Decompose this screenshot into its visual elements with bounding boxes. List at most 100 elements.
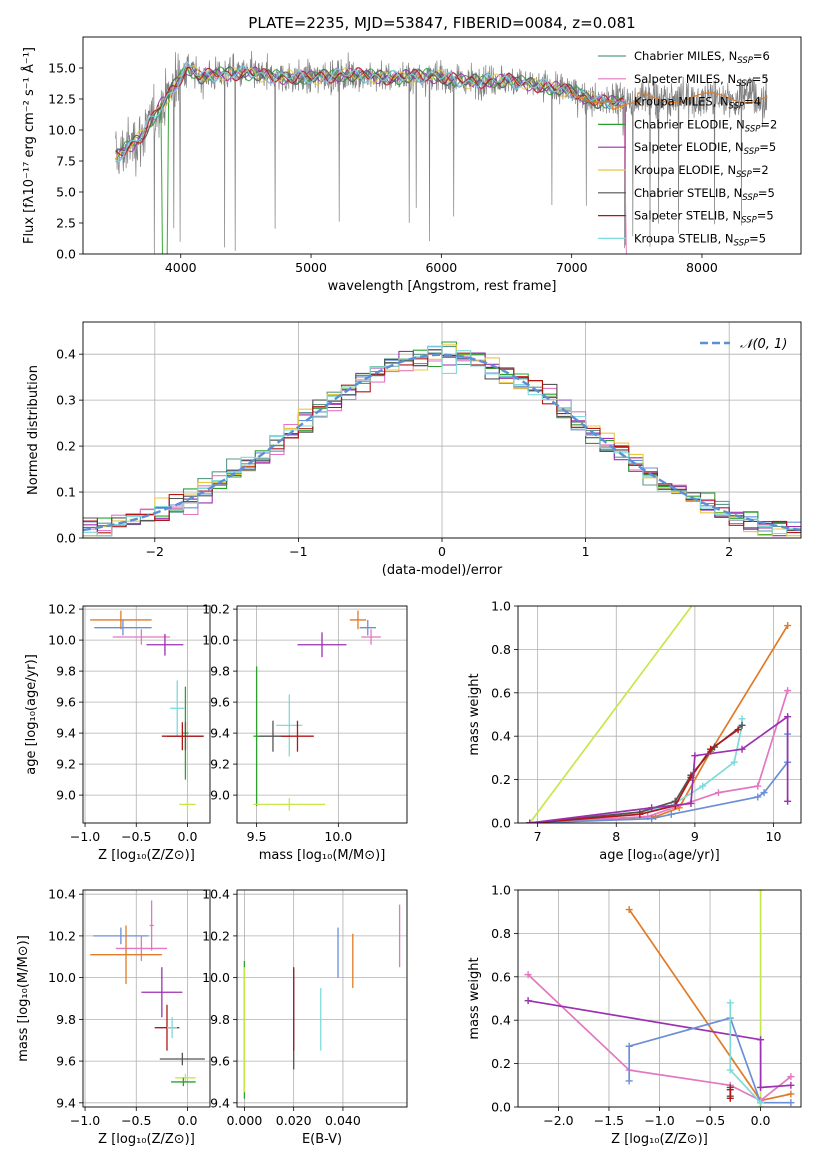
plus-marker (757, 1036, 765, 1044)
y-tick-label: 0.1 (56, 485, 76, 500)
plus-marker (691, 752, 699, 760)
error-bar-point (146, 633, 184, 656)
plus-marker (714, 789, 722, 797)
y-tick-label: 0.8 (491, 642, 511, 657)
error-bar-point (361, 629, 381, 645)
plus-marker (726, 1094, 734, 1102)
error-bar-point (159, 1052, 205, 1066)
plus-marker (524, 971, 532, 979)
y-tick-label: 0.2 (491, 772, 511, 787)
y-tick-label: 1.0 (491, 599, 511, 614)
y-tick-label: 12.5 (48, 92, 76, 107)
series-line (529, 729, 739, 823)
y-axis-label: mass weight (467, 673, 482, 755)
legend-entry: Chabrier STELIB, NSSP=5 (634, 186, 775, 203)
y-axis-label: age [log₁₀(age/yr)] (24, 654, 39, 775)
plot-area (253, 610, 381, 811)
series-line (529, 724, 743, 823)
plus-marker (734, 726, 742, 734)
axes-frame (236, 605, 408, 824)
panel-p0: 4000 5000 6000 7000 8000 0.0 2.5 5.0 7.5 10.0 12.5… (21, 14, 802, 294)
x-axis-label: mass [log₁₀(M/M⊙)] (259, 848, 386, 863)
error-bar-point (349, 610, 367, 630)
y-tick-label: 9.2 (210, 757, 230, 772)
y-tick-label: 0.2 (56, 439, 76, 454)
y-tick-label: 10.2 (48, 602, 76, 617)
plus-marker (730, 758, 738, 766)
x-axis-label: (data-model)/error (382, 563, 503, 578)
y-tick-label: 10.2 (202, 928, 230, 943)
plus-marker (784, 687, 792, 695)
y-tick-label: 0.0 (491, 1100, 511, 1115)
y-tick-label: 10.2 (202, 602, 230, 617)
y-tick-label: 0.2 (491, 1056, 511, 1071)
histogram-step (83, 345, 801, 537)
y-tick-label: 9.4 (56, 726, 76, 741)
error-bar-point (112, 629, 171, 645)
series-line (529, 690, 789, 823)
y-axis-label: mass [log₁₀(M/M⊙)] (16, 935, 31, 1062)
plot-area (90, 900, 205, 1087)
plus-marker (787, 1099, 795, 1107)
error-bar-point (179, 798, 196, 811)
x-tick-label: 8 (612, 829, 620, 844)
y-tick-label: 10.4 (48, 887, 76, 902)
error-bar-point (94, 619, 152, 636)
plus-marker (526, 819, 534, 823)
x-axis-label: wavelength [Angstrom, rest frame] (328, 279, 557, 294)
legend-entry: Salpeter STELIB, NSSP=5 (634, 209, 774, 226)
error-bar-point (161, 722, 203, 751)
error-bar-point (297, 632, 347, 658)
legend-value: =4 (744, 95, 761, 109)
legend-entry: Kroupa STELIB, NSSP=5 (634, 231, 766, 248)
plus-marker (787, 1090, 795, 1098)
x-tick-label: 0.0 (751, 1113, 771, 1128)
legend-entry: Chabrier ELODIE, NSSP=2 (634, 117, 777, 134)
error-bar-point (149, 900, 154, 951)
legend-entry: Kroupa ELODIE, NSSP=2 (634, 163, 769, 180)
x-tick-label: 0.040 (325, 1113, 361, 1128)
plus-marker (524, 997, 532, 1005)
weight-series (526, 606, 693, 823)
plus-marker (648, 804, 656, 812)
y-tick-label: 9.6 (56, 1054, 76, 1069)
plus-marker (754, 782, 762, 790)
y-tick-label: 2.5 (56, 216, 76, 231)
y-axis-label: mass weight (467, 957, 482, 1039)
panel-mass-vs-z: −1.0 −0.5 0.0 9.4 9.6 9.8 10.0 10.2 10.4 Z [log₁₀… (16, 887, 211, 1147)
y-tick-label: 10.0 (48, 633, 76, 648)
plus-marker (648, 815, 656, 823)
gaussian-curve (83, 353, 801, 532)
x-tick-label: −2.0 (543, 1113, 573, 1128)
plus-marker (726, 999, 734, 1007)
plus-marker (667, 810, 675, 818)
legend-entry: Salpeter ELODIE, NSSP=5 (634, 140, 776, 157)
error-bar-point (93, 927, 149, 945)
y-tick-label: 9.6 (210, 695, 230, 710)
legend-value: =5 (759, 140, 776, 154)
x-tick-label: 9 (691, 829, 699, 844)
error-bar-point (359, 619, 376, 636)
x-tick-label: 0.020 (276, 1113, 312, 1128)
plus-marker (784, 797, 792, 805)
plus-marker (754, 793, 762, 801)
axes-frame (82, 605, 211, 824)
y-tick-label: 10.0 (202, 970, 230, 985)
weight-series (526, 721, 746, 823)
x-tick-label: −2 (146, 544, 164, 559)
legend-subscript: SSP (742, 193, 758, 203)
error-bar-point (141, 967, 183, 1018)
plus-marker (726, 1066, 734, 1074)
plus-marker (687, 799, 695, 807)
y-tick-label: 9.8 (210, 664, 230, 679)
y-tick-label: 0.6 (491, 685, 511, 700)
plot-area (83, 341, 801, 537)
axes-frame (82, 36, 802, 255)
weight-series (524, 997, 795, 1091)
chart-title: PLATE=2235, MJD=53847, FIBERID=0084, z=0… (248, 14, 635, 32)
x-tick-label: −0.5 (121, 1113, 151, 1128)
legend-value: =5 (757, 209, 774, 223)
plot-area (524, 890, 795, 1107)
x-axis-label: Z [log₁₀(Z/Z⊙)] (611, 1132, 708, 1147)
x-tick-label: 2 (725, 544, 733, 559)
